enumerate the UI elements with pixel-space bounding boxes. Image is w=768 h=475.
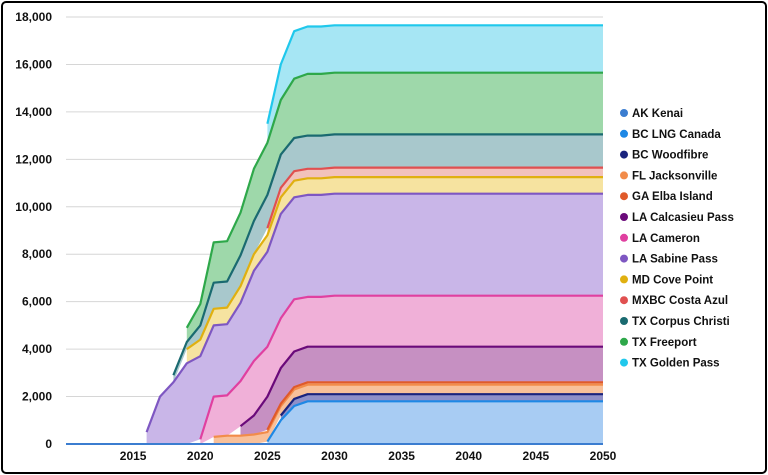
- legend-label-tx-golden-pass: TX Golden Pass: [632, 358, 720, 370]
- x-tick-label: 2030: [321, 449, 348, 463]
- legend-marker-bc-woodfibre: [620, 150, 628, 159]
- area-la-cameron: [200, 295, 604, 444]
- y-tick-label: 2,000: [22, 390, 52, 404]
- line-tx-freeport: [185, 71, 603, 329]
- legend-marker-la-cameron: [620, 233, 628, 242]
- legend-marker-ga-elba-island: [620, 192, 628, 201]
- line-tx-corpus-christi: [172, 133, 603, 376]
- legend-label-bc-lng-canada: BC LNG Canada: [632, 129, 721, 141]
- legend-marker-fl-jacksonville: [620, 171, 628, 180]
- legend-marker-la-sabine-pass: [620, 254, 628, 263]
- y-tick-label: 16,000: [15, 57, 52, 71]
- area-tx-golden-pass: [267, 25, 603, 143]
- legend-label-la-sabine-pass: LA Sabine Pass: [632, 254, 718, 266]
- line-fl-jacksonville: [213, 383, 603, 438]
- line-ga-elba-island: [266, 381, 603, 431]
- legend-marker-tx-corpus-christi: [620, 317, 628, 325]
- x-tick-label: 2035: [388, 449, 415, 463]
- line-mxbc-costa-azul: [266, 166, 603, 229]
- legend-label-tx-corpus-christi: TX Corpus Christi: [632, 316, 730, 328]
- legend-label-ga-elba-island: GA Elba Island: [632, 191, 713, 203]
- line-la-sabine-pass: [145, 192, 603, 433]
- legend-label-fl-jacksonville: FL Jacksonville: [632, 170, 717, 182]
- area-la-calcasieu-pass: [240, 346, 603, 436]
- line-la-cameron: [199, 294, 603, 440]
- legend-label-bc-woodfibre: BC Woodfibre: [632, 150, 708, 162]
- area-mxbc-costa-azul: [267, 167, 603, 236]
- y-tick-label: 6,000: [22, 295, 52, 309]
- line-la-calcasieu-pass: [239, 345, 603, 428]
- legend-marker-bc-lng-canada: [620, 129, 628, 138]
- line-tx-golden-pass: [266, 24, 603, 125]
- y-tick-label: 8,000: [22, 247, 52, 261]
- area-bc-lng-canada: [267, 401, 603, 444]
- legend-marker-ak-kenai: [620, 109, 628, 117]
- legend-label-la-cameron: LA Cameron: [632, 233, 700, 245]
- y-tick-label: 0: [45, 437, 52, 451]
- area-tx-corpus-christi: [173, 134, 603, 383]
- x-tick-label: 2020: [187, 449, 214, 463]
- legend-label-la-calcasieu-pass: LA Calcasieu Pass: [632, 212, 734, 224]
- x-tick-label: 2050: [590, 449, 617, 463]
- legend-marker-mxbc-costa-azul: [620, 296, 628, 305]
- line-bc-lng-canada: [266, 400, 603, 443]
- area-la-sabine-pass: [146, 193, 603, 444]
- series-areas: [146, 25, 604, 444]
- legend-label-md-cove-point: MD Cove Point: [632, 274, 713, 286]
- legend: AK Kenai BC LNG Canada BC Woodfibre FL Jack…: [620, 108, 734, 370]
- legend-marker-md-cove-point: [620, 275, 628, 284]
- area-tx-freeport: [186, 72, 604, 342]
- y-tick-label: 4,000: [22, 342, 52, 356]
- legend-marker-la-calcasieu-pass: [620, 213, 628, 221]
- line-bc-woodfibre: [279, 393, 603, 417]
- area-fl-jacksonville: [213, 384, 603, 444]
- y-tick-label: 12,000: [15, 152, 52, 166]
- y-tick-label: 10,000: [15, 200, 52, 214]
- x-tick-label: 2045: [523, 449, 550, 463]
- series-lines: [145, 24, 603, 443]
- x-tick-label: 2015: [120, 449, 147, 463]
- legend-marker-tx-golden-pass: [620, 358, 628, 367]
- x-tick-label: 2025: [254, 449, 281, 463]
- legend-marker-tx-freeport: [620, 337, 628, 346]
- axes: 0 2,000 4,000 6,000 8,000 10,000 12,000 14,000 1…: [15, 10, 616, 463]
- legend-label-mxbc-costa-azul: MXBC Costa Azul: [632, 295, 728, 307]
- y-tick-label: 14,000: [15, 105, 52, 119]
- x-tick-label: 2040: [455, 449, 482, 463]
- y-tick-label: 18,000: [15, 10, 52, 24]
- line-md-cove-point: [186, 176, 603, 350]
- legend-label-tx-freeport: TX Freeport: [632, 337, 697, 349]
- legend-label-ak-kenai: AK Kenai: [632, 108, 683, 120]
